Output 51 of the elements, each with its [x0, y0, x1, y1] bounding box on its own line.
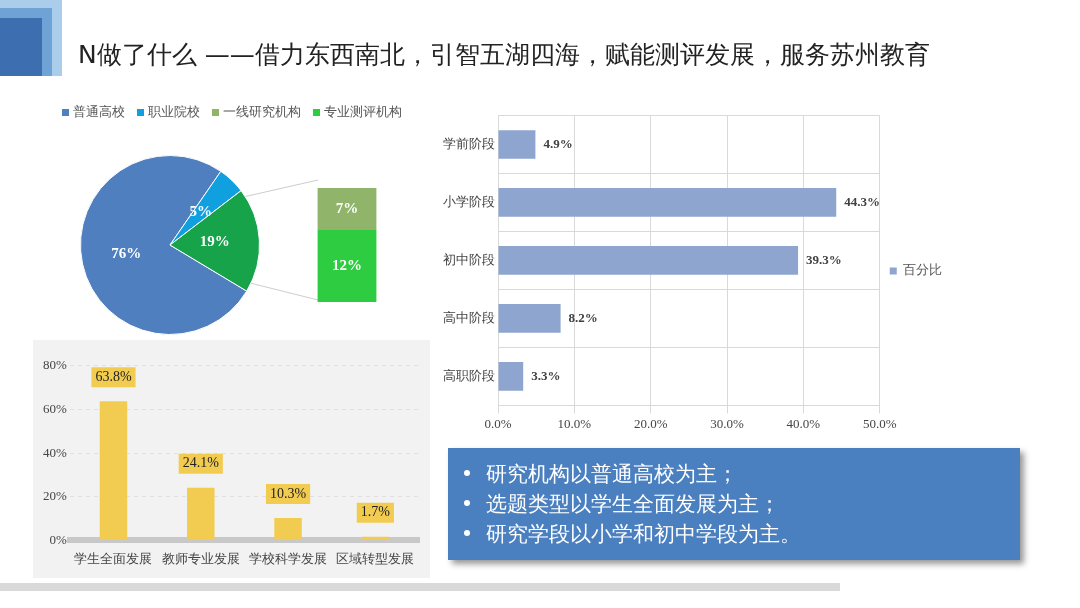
data-label: 19%	[199, 233, 230, 250]
y-tick-label: 80%	[42, 357, 67, 373]
y-tick-label: 20%	[42, 488, 67, 504]
y-tick-label: 0%	[49, 531, 67, 547]
x-tick-label: 0.0%	[484, 415, 512, 431]
data-label: 4.9%	[543, 135, 573, 151]
y-tick-label: 60%	[42, 400, 67, 416]
legend-label: 专业测评机构	[324, 104, 402, 121]
data-label: 24.1%	[182, 455, 220, 471]
y-tick-label: 小学阶段	[443, 194, 495, 209]
data-label: 63.8%	[95, 368, 132, 384]
y-tick-label: 40%	[42, 444, 67, 460]
x-tick-label: 学生全面发展	[74, 550, 153, 566]
bar	[498, 246, 799, 275]
text: N做了什么 ——借力东西南北，引智五湖四海，赋能测评发展，服务苏州教育	[78, 39, 930, 71]
x-tick-label: 教师专业发展	[161, 550, 240, 566]
data-label: 12%	[332, 256, 362, 273]
legend-label: 职业院校	[148, 104, 200, 121]
x-tick-label: 50.0%	[862, 415, 897, 431]
x-tick-label: 学校科学发展	[249, 550, 328, 566]
data-label: 3.3%	[531, 367, 561, 383]
text: 研究机构以普通高校为主；	[485, 461, 739, 488]
text: 选题类型以学生全面发展为主；	[485, 491, 781, 518]
data-label: 76%	[111, 245, 142, 262]
data-label: 10.3%	[269, 485, 307, 501]
x-tick-label: 区域转型发展	[336, 550, 415, 566]
y-tick-label: 初中阶段	[443, 252, 495, 267]
y-tick-label: 高职阶段	[443, 367, 495, 383]
bar	[498, 130, 536, 159]
bar	[361, 536, 390, 540]
y-tick-label: 高中阶段	[443, 309, 495, 325]
bar	[274, 517, 302, 540]
legend-label: 百分比	[903, 263, 942, 278]
x-tick-label: 10.0%	[557, 415, 592, 431]
legend-label: 一线研究机构	[223, 104, 301, 121]
data-label: 39.3%	[806, 251, 842, 267]
x-tick-label: 20.0%	[633, 415, 668, 431]
bar	[99, 401, 128, 540]
bar	[498, 188, 837, 217]
x-tick-label: 30.0%	[710, 415, 744, 431]
data-label: 1.7%	[360, 504, 391, 520]
bar	[187, 487, 215, 540]
bar	[498, 304, 561, 333]
text: 研究学段以小学和初中学段为主。	[485, 521, 802, 548]
y-tick-label: 学前阶段	[443, 136, 495, 151]
data-label: 44.3%	[844, 193, 880, 209]
legend-label: 普通高校	[73, 104, 125, 121]
data-label: 7%	[335, 199, 359, 216]
bar	[498, 362, 524, 391]
data-label: 8.2%	[568, 309, 598, 325]
x-tick-label: 40.0%	[786, 415, 821, 431]
